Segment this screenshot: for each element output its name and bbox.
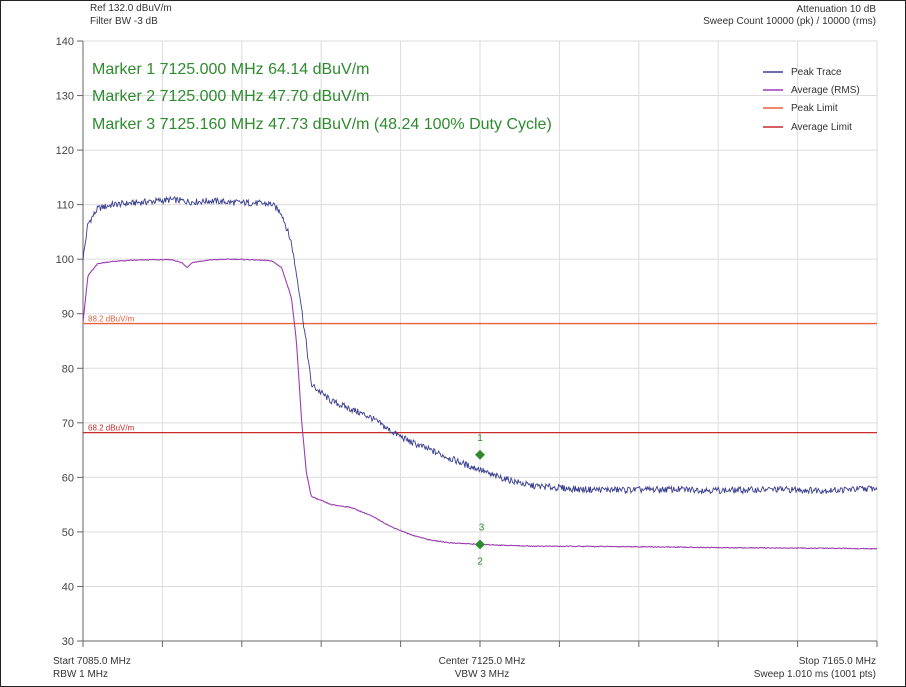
limit-lines: 88.2 dBuV/m 68.2 dBuV/m	[83, 315, 877, 434]
y-tick-label: 110	[56, 200, 74, 212]
start-frequency-label: Start 7085.0 MHz	[53, 656, 131, 667]
y-tick-label: 30	[62, 636, 74, 648]
stop-frequency-label: Stop 7165.0 MHz	[799, 656, 876, 667]
markers: 1 2 3	[475, 433, 485, 567]
y-tick-label: 90	[62, 309, 74, 321]
marker-1-point	[475, 449, 485, 460]
legend-label-peak-limit: Peak Limit	[791, 103, 838, 114]
y-tick-label: 140	[56, 36, 74, 48]
legend-label-average-limit: Average Limit	[791, 122, 852, 133]
legend-label-peak-trace: Peak Trace	[791, 67, 842, 78]
filter-bw-label: Filter BW -3 dB	[90, 16, 158, 27]
y-tick-label: 100	[56, 254, 74, 266]
marker-1-readout: Marker 1 7125.000 MHz 64.14 dBuV/m	[92, 61, 369, 78]
attenuation-label: Attenuation 10 dB	[796, 4, 876, 15]
peak-trace	[82, 195, 878, 495]
sweep-time-label: Sweep 1.010 ms (1001 pts)	[754, 669, 876, 680]
limit-label-average: 68.2 dBuV/m	[88, 424, 135, 433]
y-tick-label: 120	[56, 145, 74, 157]
legend: Peak Trace Average (RMS) Peak Limit Aver…	[763, 67, 860, 133]
center-frequency-label: Center 7125.0 MHz	[439, 656, 526, 667]
legend-label-average-rms: Average (RMS)	[791, 85, 860, 96]
limit-label-peak: 88.2 dBuV/m	[88, 315, 135, 324]
ref-level-label: Ref 132.0 dBuV/m	[90, 3, 172, 14]
marker-2-label: 2	[477, 556, 483, 567]
y-tick-label: 130	[56, 91, 74, 103]
marker-2-point	[475, 539, 485, 550]
sweep-count-label: Sweep Count 10000 (pk) / 10000 (rms)	[703, 16, 876, 27]
marker-2-readout: Marker 2 7125.000 MHz 47.70 dBuV/m	[92, 88, 369, 105]
marker-1-label: 1	[477, 433, 483, 444]
y-tick-label: 70	[62, 418, 74, 430]
tick-labels: 30 40 50 60 70 80 90 100 110 120 130 140	[56, 36, 878, 648]
y-tick-label: 60	[62, 472, 74, 484]
marker-3-label: 3	[479, 522, 485, 533]
y-tick-label: 50	[62, 527, 74, 539]
marker-3-readout: Marker 3 7125.160 MHz 47.73 dBuV/m (48.2…	[92, 116, 552, 133]
rbw-label: RBW 1 MHz	[53, 669, 108, 680]
vbw-label: VBW 3 MHz	[455, 669, 509, 680]
y-tick-label: 80	[62, 363, 74, 375]
y-tick-label: 40	[62, 581, 74, 593]
